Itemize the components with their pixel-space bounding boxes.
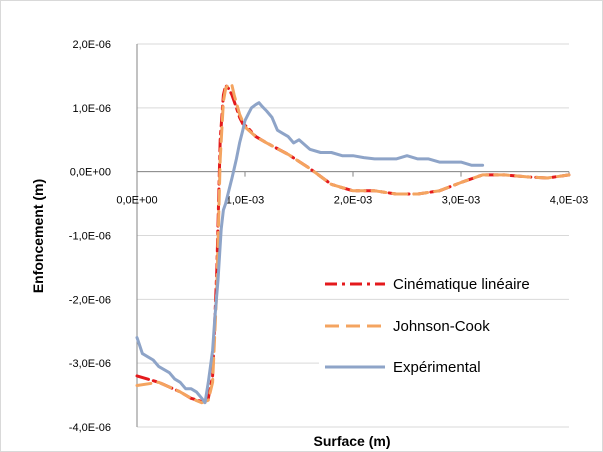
y-tick-label: 1,0E-06 [72, 103, 111, 115]
axes: 2,0E-06 1,0E-06 0,0E+00 -1,0E-06 -2,0E-06 -3,… [69, 39, 588, 434]
y-axis-title: Enfoncement (m) [30, 179, 46, 293]
x-tick-label: 0,0E+00 [116, 195, 157, 207]
series-line-3 [135, 101, 485, 405]
x-tick-label: 3,0E-03 [442, 195, 481, 207]
y-tick-label: 2,0E-06 [72, 39, 111, 51]
legend-label: Expérimental [393, 359, 481, 376]
x-tick-label: 2,0E-03 [334, 195, 373, 207]
y-tick-label: -2,0E-06 [69, 294, 111, 306]
legend-label: Cinématique linéaire [393, 276, 530, 293]
y-tick-label: -3,0E-06 [69, 358, 111, 370]
legend-label: Johnson-Cook [393, 318, 490, 335]
series-lines [135, 82, 571, 405]
x-tick-label: 4,0E-03 [550, 195, 589, 207]
x-tick-label: 1,0E-03 [226, 195, 265, 207]
legend-background [319, 314, 581, 338]
series-line-2 [135, 82, 571, 405]
series-line-1 [135, 84, 571, 403]
x-axis-title: Surface (m) [313, 433, 390, 449]
y-tick-label: -1,0E-06 [69, 231, 111, 243]
legend-background [319, 272, 581, 296]
y-tick-label: 0,0E+00 [70, 167, 111, 179]
legend: Cinématique linéaire Johnson-Cook Expérime… [319, 272, 581, 379]
y-tick-label: -4,0E-06 [69, 422, 111, 434]
